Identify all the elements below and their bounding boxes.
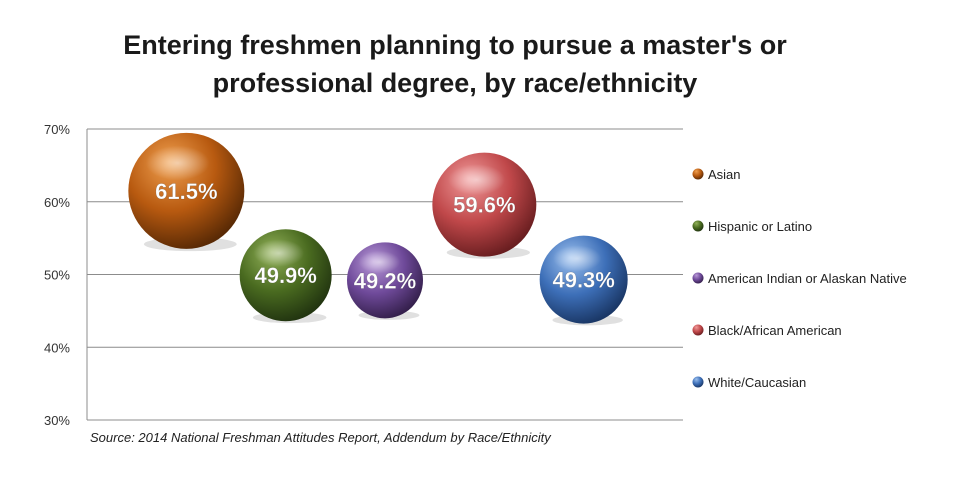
legend-swatch — [692, 220, 704, 232]
y-tick-label: 40% — [44, 340, 70, 355]
y-tick-label: 60% — [44, 195, 70, 210]
legend-swatch — [692, 324, 704, 336]
legend-item: Black/African American — [692, 323, 842, 338]
data-label: 49.9% — [254, 263, 316, 288]
legend-label: Hispanic or Latino — [708, 219, 812, 234]
bubble-american-indian-or-alaskan-native: 49.2% — [347, 242, 423, 320]
bubble-white-caucasian: 49.3% — [539, 235, 628, 326]
source-note: Source: 2014 National Freshman Attitudes… — [90, 430, 551, 445]
bubble-black-african-american: 59.6% — [432, 152, 537, 259]
data-label: 49.3% — [552, 268, 614, 293]
legend-label: Asian — [708, 167, 741, 182]
data-label: 59.6% — [453, 193, 515, 218]
data-label: 49.2% — [354, 268, 416, 293]
chart-title: Entering freshmen planning to pursue a m… — [123, 30, 787, 98]
bubble-hispanic-or-latino: 49.9% — [239, 229, 332, 324]
legend-label: White/Caucasian — [708, 375, 806, 390]
legend-item: Hispanic or Latino — [692, 219, 812, 234]
legend-item: Asian — [692, 167, 741, 182]
legend-swatch — [692, 272, 704, 284]
legend-swatch — [692, 376, 704, 388]
data-label: 61.5% — [155, 179, 217, 204]
legend-label: American Indian or Alaskan Native — [708, 271, 907, 286]
bubble-asian: 61.5% — [128, 132, 245, 252]
legend-item: American Indian or Alaskan Native — [692, 271, 907, 286]
legend-swatch — [692, 168, 704, 180]
y-tick-label: 50% — [44, 268, 70, 283]
legend-label: Black/African American — [708, 323, 842, 338]
y-tick-label: 70% — [44, 122, 70, 137]
legend-item: White/Caucasian — [692, 375, 806, 390]
y-tick-label: 30% — [44, 413, 70, 428]
